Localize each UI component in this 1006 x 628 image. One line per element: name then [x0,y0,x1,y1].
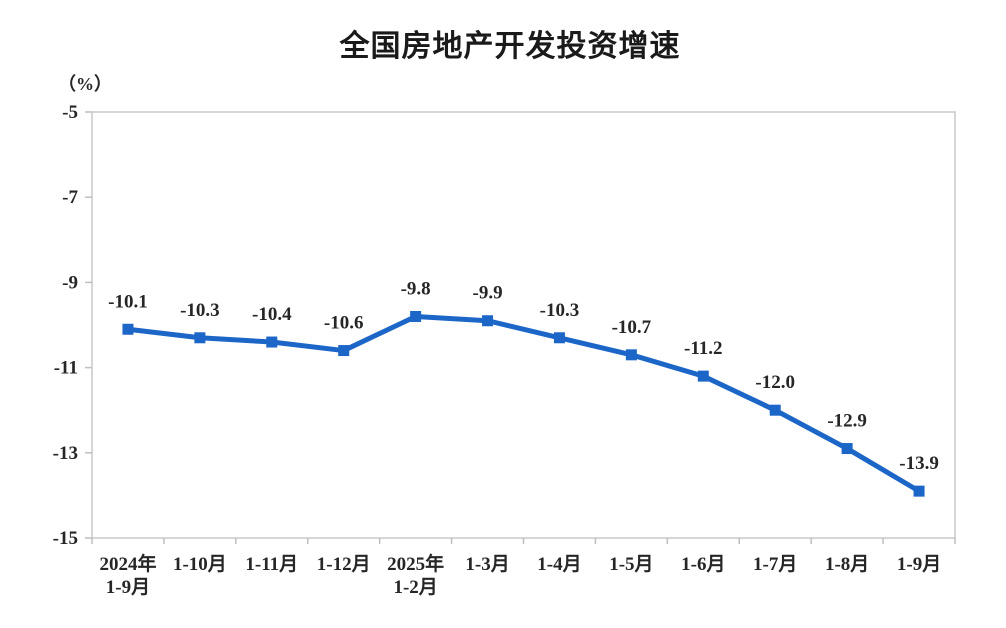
x-tick-label: 2025年 1-2月 [387,552,444,598]
data-point-marker [482,315,494,327]
trend-line [125,313,922,494]
data-point-label: -12.9 [827,411,867,432]
y-tick-label: -15 [53,528,78,549]
data-point-marker [841,443,853,455]
chart-title: 全国房地产开发投资增速 [339,30,681,63]
data-point-marker [122,323,134,335]
data-point-label: -9.8 [401,278,431,299]
y-tick-label: -7 [62,187,78,208]
x-tick-label: 1-6月 [681,554,725,575]
x-tick-label: 1-7月 [753,554,797,575]
data-point-label: -10.6 [324,313,364,334]
x-tick-label: 1-11月 [245,554,298,575]
x-tick-label: 2024年 1-9月 [99,552,156,598]
data-point-marker [194,332,206,344]
data-point-marker [625,349,637,361]
data-point-marker [913,485,925,497]
x-tick-label: 1-3月 [465,554,509,575]
x-tick-label: 1-5月 [609,554,653,575]
x-tick-label: 1-12月 [317,554,371,575]
data-point-marker [410,310,422,322]
data-point-marker [553,332,565,344]
data-point-label: -10.4 [252,304,292,325]
data-point-label: -12.0 [755,372,795,393]
x-tick-label: 1-4月 [537,554,581,575]
y-tick-label: -11 [54,358,78,379]
data-point-label: -10.1 [108,291,148,312]
data-point-marker [266,336,278,348]
x-tick-label: 1-9月 [897,554,941,575]
data-point-label: -11.2 [684,338,723,359]
y-tick-label: -9 [62,272,78,293]
data-point-label: -10.7 [612,317,652,338]
data-point-marker [697,370,709,382]
y-axis-unit-label: （%） [58,74,112,94]
plot-border [91,111,956,539]
data-point-marker [338,345,350,357]
data-point-label: -10.3 [180,300,220,321]
x-tick-label: 1-10月 [173,554,227,575]
y-tick-label: -5 [62,102,78,123]
data-point-marker [769,404,781,416]
data-point-label: -10.3 [540,300,580,321]
data-point-label: -13.9 [899,453,939,474]
y-tick-label: -13 [53,443,78,464]
x-tick-label: 1-8月 [825,554,869,575]
data-point-label: -9.9 [473,283,503,304]
